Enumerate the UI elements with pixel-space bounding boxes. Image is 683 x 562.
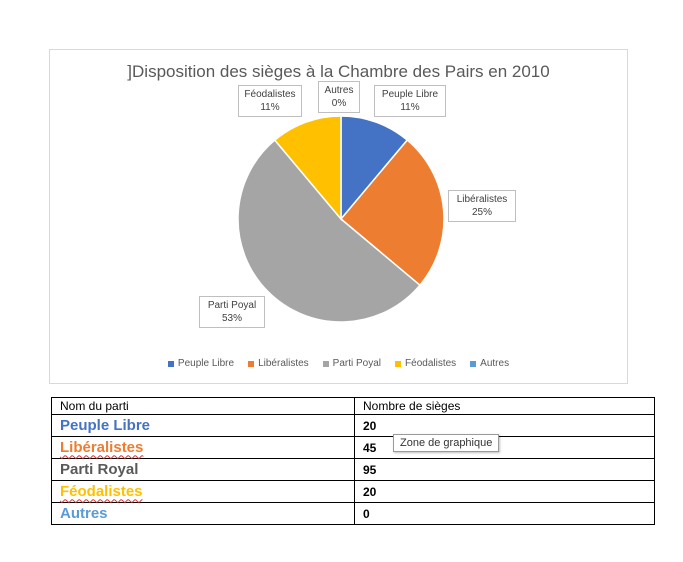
pie-slice-feodalistes[interactable] [273,115,342,222]
seat-count-cell[interactable]: 95 [354,458,655,481]
chart-title: ]Disposition des sièges à la Chambre des… [127,62,550,81]
data-label-parti-poyal: Parti Poyal 53% [199,296,265,328]
pie-slice-peuple-libre[interactable] [340,115,409,222]
legend-item-parti-poyal: Parti Poyal [322,358,382,369]
table-row: Féodalistes 20 [51,480,655,503]
legend-label: Libéralistes [258,358,309,369]
table-row: Peuple Libre 20 [51,414,655,437]
legend-item-feodalistes: Féodalistes [395,358,456,369]
legend-item-liberalistes: Libéralistes [248,358,309,369]
table-header-row: Nom du parti Nombre de sièges [51,397,655,415]
header-seat-count: Nombre de sièges [354,397,655,415]
pie-slice-liberalistes[interactable] [339,139,445,287]
party-name-cell[interactable]: Parti Royal [51,458,355,481]
party-name-cell[interactable]: Autres [51,502,355,525]
parties-table: Nom du parti Nombre de sièges Peuple Lib… [51,397,655,525]
seat-count-cell[interactable]: 20 [354,480,655,503]
data-label-peuple-libre: Peuple Libre 11% [374,85,446,117]
table-row: Autres 0 [51,502,655,525]
party-name-cell[interactable]: Peuple Libre [51,414,355,437]
legend-swatch [248,360,255,367]
seat-count-cell[interactable]: 0 [354,502,655,525]
header-party-name: Nom du parti [51,397,355,415]
party-name-text: Féodalistes [60,482,143,500]
legend-swatch [470,360,477,367]
chart-area-tooltip: Zone de graphique [393,434,500,452]
table-row: Libéralistes 45 [51,436,655,459]
party-name-text: Libéralistes [60,438,144,456]
pie-slice-parti-poyal[interactable] [237,139,421,323]
legend-swatch [395,360,402,367]
legend-swatch [322,360,329,367]
legend-item-autres: Autres [470,358,509,369]
legend-label: Autres [480,358,510,369]
chart-legend: Peuple Libre Libéralistes Parti Poyal Fé… [50,358,627,369]
party-name-cell[interactable]: Féodalistes [51,480,355,503]
data-label-feodalistes: Féodalistes 11% [238,85,302,117]
party-name-cell[interactable]: Libéralistes [51,436,355,459]
chart-area[interactable]: ]Disposition des sièges à la Chambre des… [49,49,628,384]
data-label-autres: Autres 0% [318,81,360,113]
legend-label: Peuple Libre [177,358,235,369]
legend-swatch [167,360,174,367]
legend-label: Féodalistes [405,358,457,369]
table-row: Parti Royal 95 [51,458,655,481]
pie-chart [237,115,445,323]
legend-item-peuple-libre: Peuple Libre [167,358,235,369]
legend-label: Parti Poyal [332,358,382,369]
data-label-liberalistes: Libéralistes 25% [448,190,516,222]
